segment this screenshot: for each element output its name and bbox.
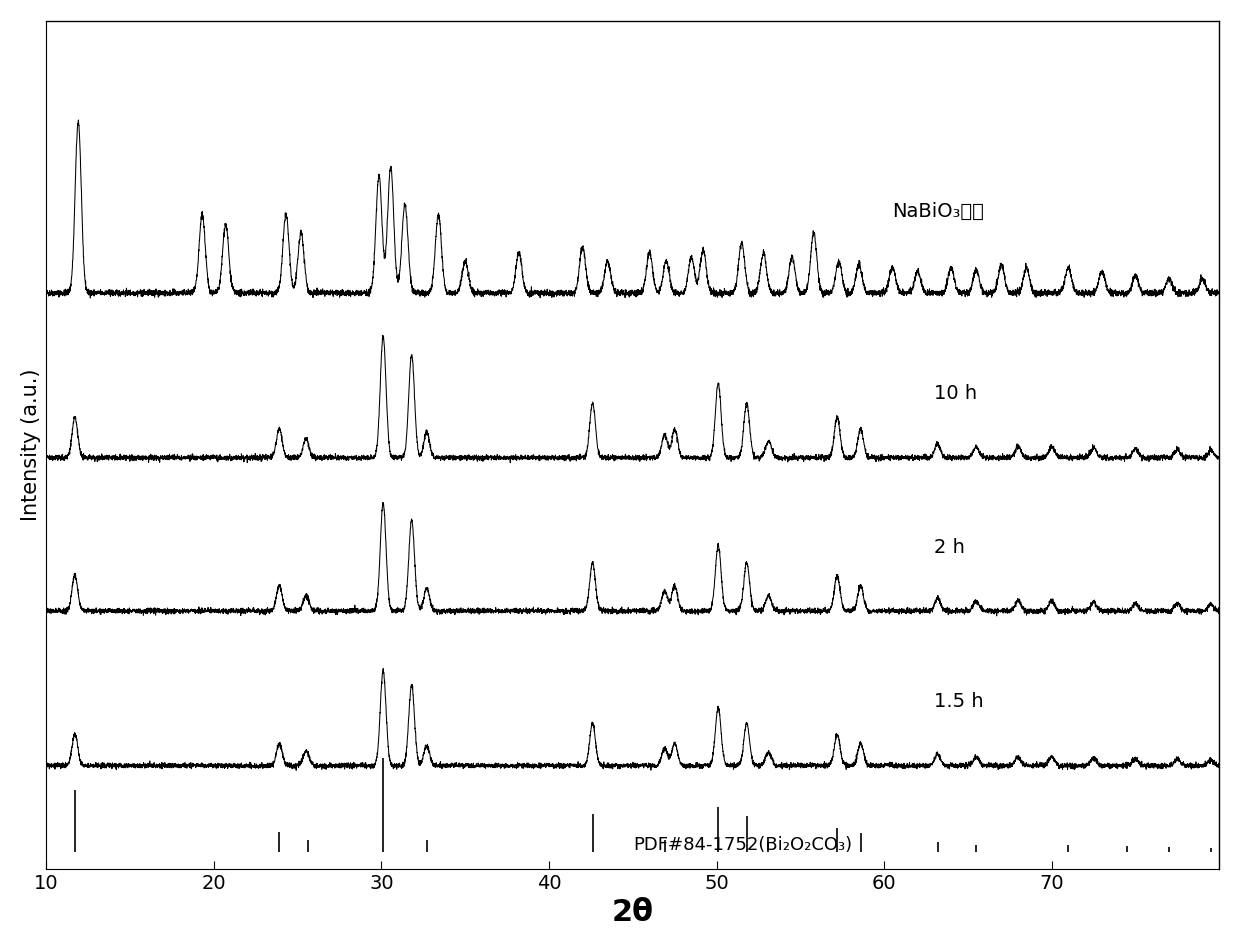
Text: NaBiO₃原料: NaBiO₃原料 — [893, 202, 985, 221]
X-axis label: 2θ: 2θ — [611, 898, 653, 927]
Text: 1.5 h: 1.5 h — [935, 692, 985, 711]
Text: 2 h: 2 h — [935, 538, 965, 556]
Y-axis label: Intensity (a.u.): Intensity (a.u.) — [21, 369, 41, 521]
Text: PDF#84-1752(Bi₂O₂CO₃): PDF#84-1752(Bi₂O₂CO₃) — [632, 836, 852, 854]
Text: 10 h: 10 h — [935, 384, 977, 403]
